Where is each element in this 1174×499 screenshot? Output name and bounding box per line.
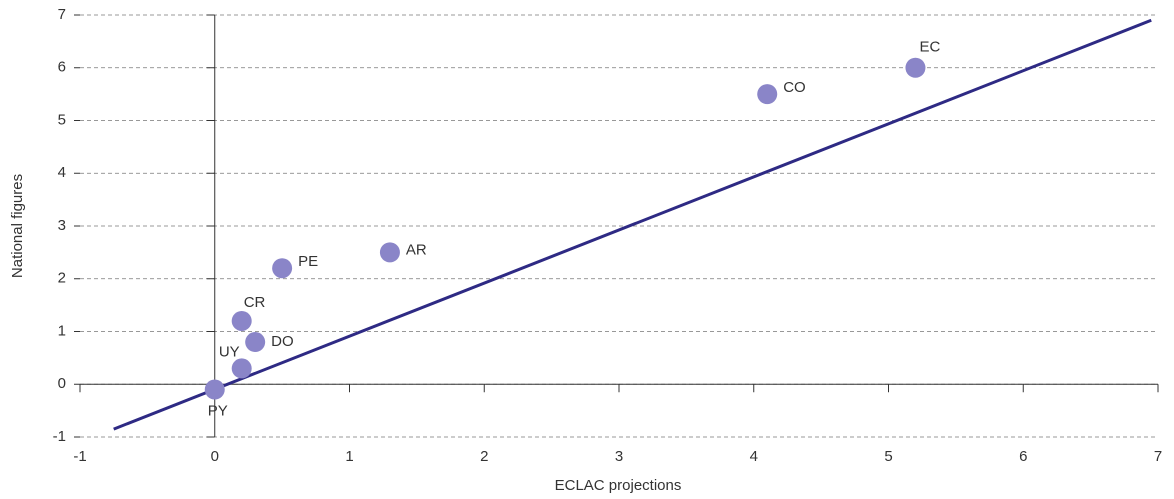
x-tick-label: 4 — [750, 448, 758, 465]
point-label: AR — [406, 241, 427, 258]
y-tick-label: -1 — [53, 428, 66, 445]
x-tick-label: 5 — [884, 448, 892, 465]
x-axis-label: ECLAC projections — [555, 477, 682, 494]
y-tick-label: 7 — [58, 6, 66, 23]
point — [757, 84, 778, 105]
y-tick-label: 0 — [58, 375, 66, 392]
x-tick-label: 1 — [345, 448, 353, 465]
point — [272, 258, 293, 279]
x-tick-label: 7 — [1154, 448, 1162, 465]
point — [379, 242, 400, 263]
x-tick-label: 2 — [480, 448, 488, 465]
y-tick-label: 6 — [58, 59, 66, 76]
reference-line — [113, 18, 1152, 431]
y-tick-label: 3 — [58, 217, 66, 234]
x-tick-label: 3 — [615, 448, 623, 465]
point-label: CR — [244, 294, 266, 311]
point-label: DO — [271, 333, 294, 350]
x-tick-label: -1 — [73, 448, 86, 465]
y-tick-label: 4 — [58, 164, 66, 181]
y-tick-label: 2 — [58, 270, 66, 287]
point-label: PE — [298, 253, 318, 270]
point — [231, 358, 252, 379]
y-tick-label: 1 — [58, 322, 66, 339]
y-axis-label: National figures — [9, 174, 26, 278]
x-tick-label: 0 — [211, 448, 219, 465]
point — [905, 57, 926, 78]
x-tick-label: 6 — [1019, 448, 1027, 465]
point — [204, 379, 225, 400]
point-label: CO — [783, 79, 806, 96]
point-label: UY — [219, 343, 240, 360]
point — [231, 310, 252, 331]
y-tick-label: 5 — [58, 111, 66, 128]
point-label: EC — [919, 39, 940, 56]
point-label: PY — [208, 402, 228, 419]
point — [245, 332, 266, 353]
